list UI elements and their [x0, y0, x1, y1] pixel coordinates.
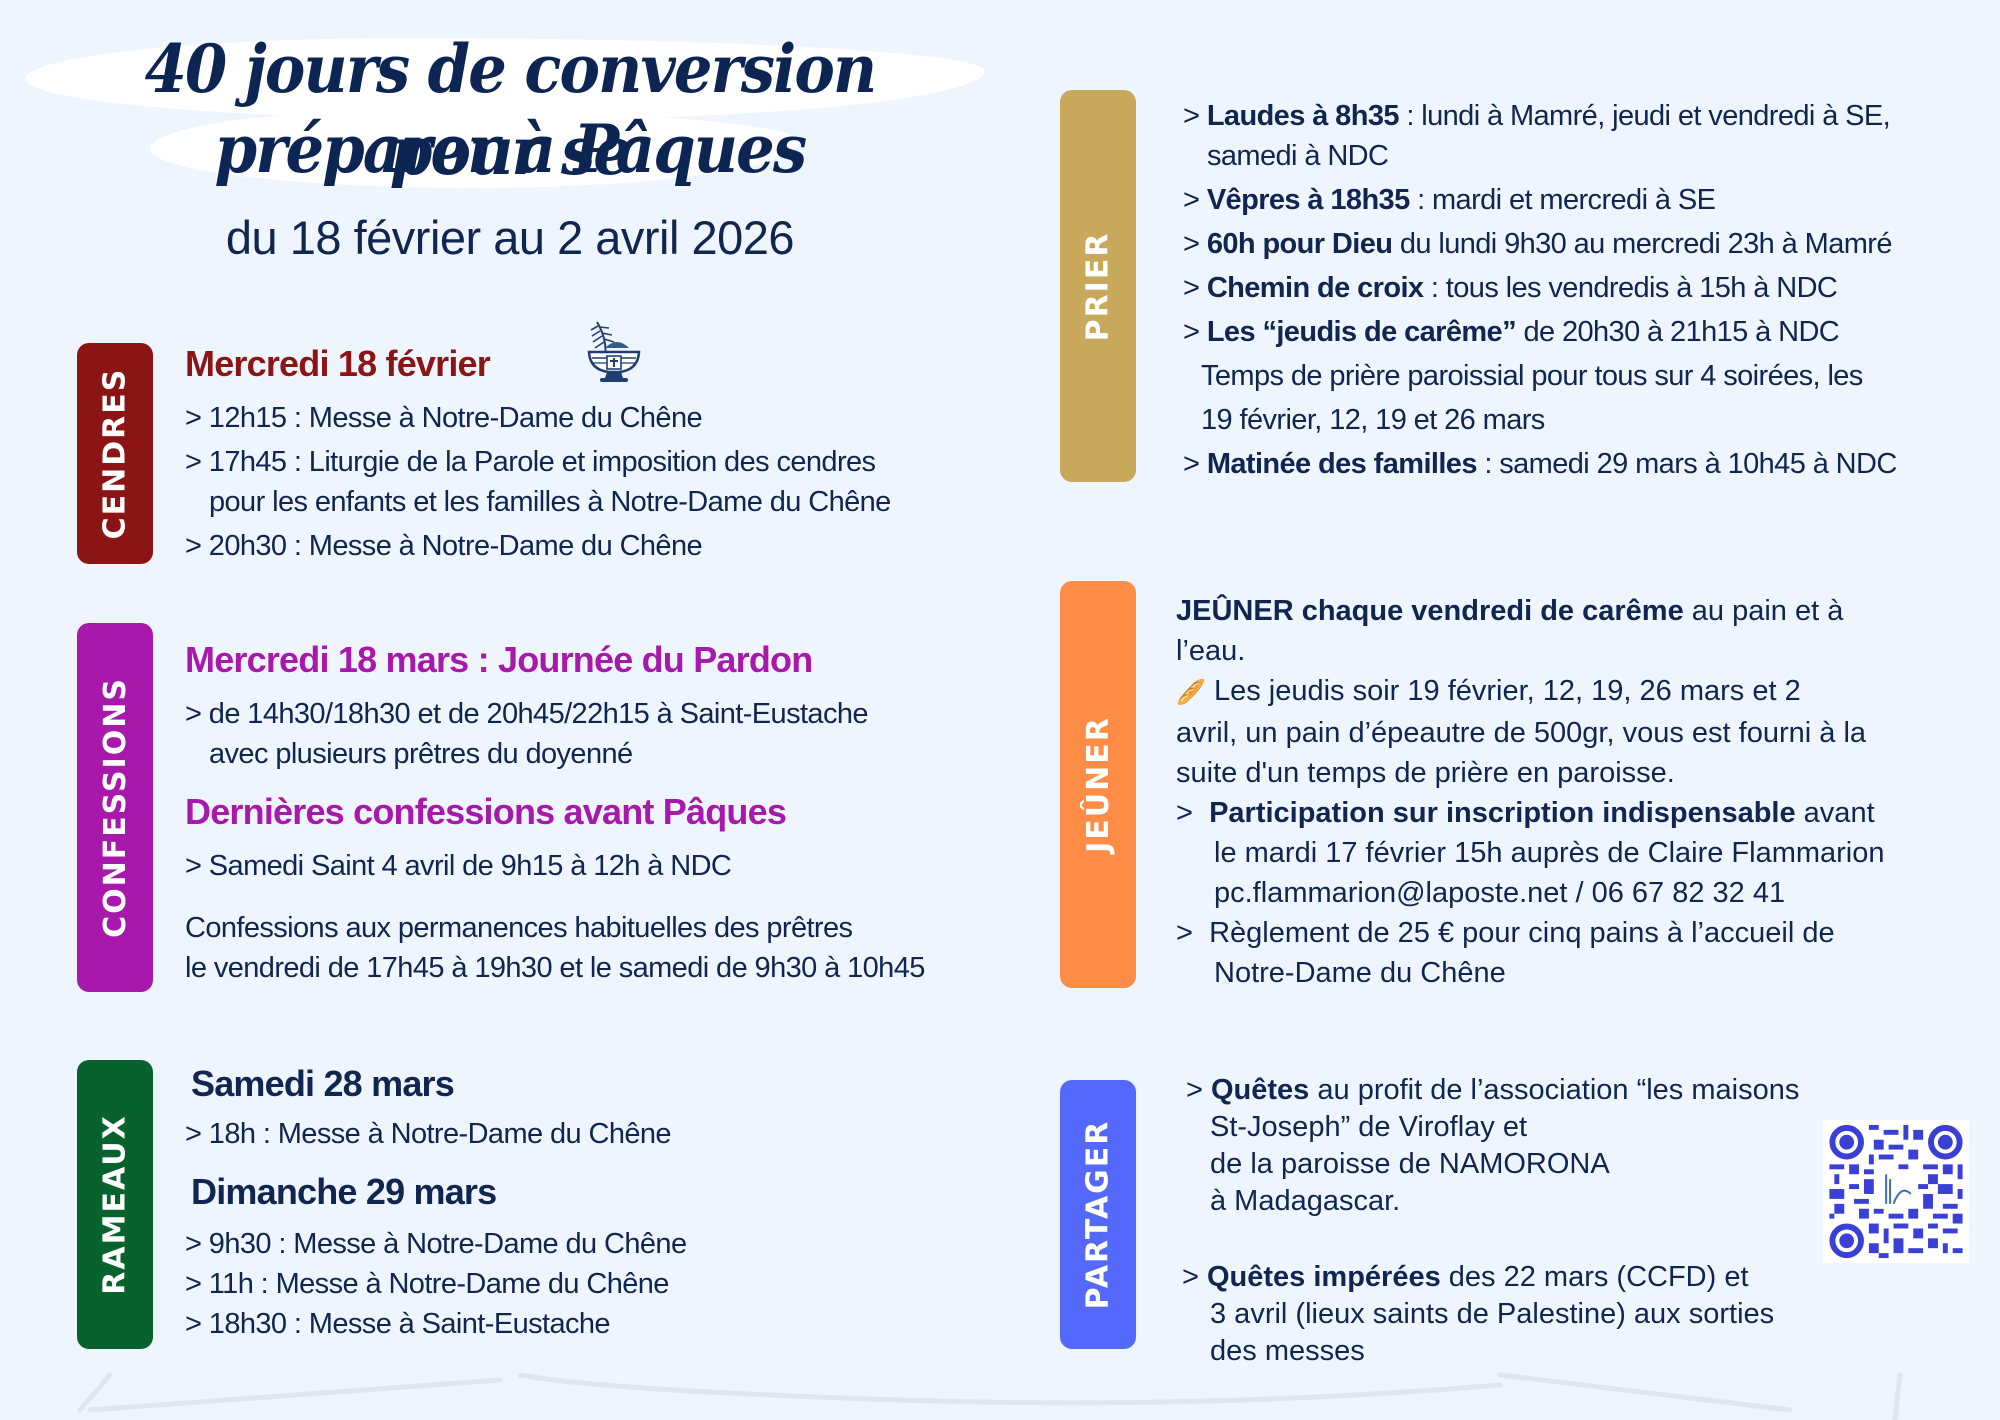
tab-rameaux-label: RAMEAUX: [97, 1114, 133, 1295]
prier-item-vepres: > Vêpres à 18h35 : mardi et mercredi à S…: [1183, 184, 1716, 216]
bread-icon: 🥖: [1176, 679, 1206, 706]
confessions-line: Confessions aux permanences habituelles …: [185, 912, 853, 944]
tab-cendres: CENDRES: [77, 343, 153, 564]
confessions-line: > Samedi Saint 4 avril de 9h15 à 12h à N…: [185, 850, 732, 882]
prier-item-continuation: samedi à NDC: [1207, 140, 1389, 172]
partager-item-quetes: > Quêtes au profit de l’association “les…: [1186, 1074, 1800, 1106]
jeuner-item-continuation: le mardi 17 février 15h auprès de Claire…: [1214, 837, 1885, 869]
prier-item-title: Les “jeudis de carême”: [1206, 316, 1517, 348]
rameaux-line: > 9h30 : Messe à Notre-Dame du Chêne: [185, 1228, 687, 1260]
tab-confessions: CONFESSIONS: [77, 623, 153, 992]
tab-jeuner-label: JEÛNER: [1080, 716, 1116, 853]
jeuner-intro-continuation: l’eau.: [1176, 635, 1246, 667]
title-brush-stroke: [150, 110, 800, 188]
section-rameaux: Samedi 28 mars > 18h : Messe à Notre-Dam…: [185, 1060, 687, 1344]
prier-item-jeudis: > Les “jeudis de carême” de 20h30 à 21h1…: [1183, 316, 1840, 348]
page-subtitle: du 18 février au 2 avril 2026: [225, 211, 795, 264]
jeuner-contact[interactable]: pc.flammarion@laposte.net / 06 67 82 32 …: [1214, 877, 1786, 909]
decorative-brush-lines: [77, 1372, 1903, 1420]
prier-item-60h: > 60h pour Dieu du lundi 9h30 au mercred…: [1183, 228, 1892, 260]
prier-item-laudes: > Laudes à 8h35 : lundi à Mamré, jeudi e…: [1183, 100, 1891, 132]
partager-item-quetes-imperees: > Quêtes impérées des 22 mars (CCFD) et: [1182, 1261, 1749, 1293]
partager-item-continuation: de la paroisse de NAMORONA: [1210, 1148, 1610, 1180]
confessions-line: > de 14h30/18h30 et de 20h45/22h15 à Sai…: [185, 698, 869, 730]
rameaux-heading-samedi: Samedi 28 mars: [191, 1063, 455, 1104]
prier-item-title: Chemin de croix: [1206, 272, 1424, 304]
partager-item-continuation: à Madagascar.: [1210, 1185, 1401, 1217]
cendres-heading: Mercredi 18 février: [185, 343, 491, 384]
prier-item-title: Laudes à 8h35: [1206, 100, 1400, 132]
ash-bowl-icon: [587, 321, 641, 382]
partager-item-continuation: des messes: [1210, 1335, 1365, 1367]
prier-item-continuation: Temps de prière paroissial pour tous sur…: [1201, 360, 1863, 392]
section-cendres: Mercredi 18 février > 12h15 : Messe à No…: [185, 340, 891, 566]
tab-rameaux: RAMEAUX: [77, 1060, 153, 1349]
prier-item-title: 60h pour Dieu: [1206, 228, 1393, 260]
prier-item-chemin-de-croix: > Chemin de croix : tous les vendredis à…: [1183, 272, 1838, 304]
cendres-line: > 20h30 : Messe à Notre-Dame du Chêne: [185, 530, 703, 562]
partager-item-continuation: 3 avril (lieux saints de Palestine) aux …: [1210, 1298, 1775, 1330]
jeuner-paragraph: avril, un pain d’épeautre de 500gr, vous…: [1176, 717, 1867, 749]
rameaux-heading-dimanche: Dimanche 29 mars: [191, 1171, 497, 1212]
rameaux-line: > 18h : Messe à Notre-Dame du Chêne: [185, 1118, 672, 1150]
tab-partager: PARTAGER: [1060, 1080, 1136, 1349]
partager-item-continuation: St-Joseph” de Viroflay et: [1210, 1111, 1528, 1143]
prier-item-matinee: > Matinée des familles : samedi 29 mars …: [1183, 448, 1897, 480]
jeuner-item-reglement: > Règlement de 25 € pour cinq pains à l’…: [1176, 917, 1835, 949]
prier-item-title: Matinée des familles: [1206, 448, 1478, 480]
tab-prier: PRIER: [1060, 90, 1136, 482]
confessions-heading-pardon: Mercredi 18 mars : Journée du Pardon: [185, 639, 813, 680]
jeuner-paragraph: suite d'un temps de prière en paroisse.: [1176, 757, 1675, 789]
cendres-line: > 12h15 : Messe à Notre-Dame du Chêne: [185, 402, 703, 434]
tab-partager-label: PARTAGER: [1080, 1119, 1116, 1310]
rameaux-line: > 18h30 : Messe à Saint-Eustache: [185, 1308, 611, 1340]
prier-item-continuation: 19 février, 12, 19 et 26 mars: [1201, 404, 1545, 436]
section-prier: > Laudes à 8h35 : lundi à Mamré, jeudi e…: [1183, 96, 1897, 484]
cendres-line: pour les enfants et les familles à Notre…: [209, 486, 891, 518]
jeuner-item-inscription: > Participation sur inscription indispen…: [1176, 797, 1875, 829]
cendres-line: > 17h45 : Liturgie de la Parole et impos…: [185, 446, 876, 478]
jeuner-item-continuation: Notre-Dame du Chêne: [1214, 957, 1506, 989]
tab-jeuner: JEÛNER: [1060, 581, 1136, 988]
confessions-line: avec plusieurs prêtres du doyenné: [209, 738, 633, 770]
jeuner-intro: JEÛNER chaque vendredi de carême au pain…: [1176, 595, 1844, 627]
qr-code-icon[interactable]: [1823, 1120, 1969, 1263]
page-title-line2: préparer à Pâques: [214, 110, 807, 188]
confessions-line: le vendredi de 17h45 à 19h30 et le samed…: [185, 952, 925, 984]
tab-cendres-label: CENDRES: [97, 367, 133, 540]
tab-prier-label: PRIER: [1080, 231, 1116, 341]
rameaux-line: > 11h : Messe à Notre-Dame du Chêne: [185, 1268, 669, 1300]
confessions-heading-last: Dernières confessions avant Pâques: [185, 791, 787, 832]
tab-confessions-label: CONFESSIONS: [97, 677, 133, 938]
section-partager: > Quêtes au profit de l’association “les…: [1182, 1071, 1800, 1370]
jeuner-paragraph: 🥖 Les jeudis soir 19 février, 12, 19, 26…: [1176, 675, 1801, 707]
title-brush-stroke: [25, 38, 985, 120]
page-title-line1: 40 jours de conversion pour se: [144, 30, 878, 190]
section-jeuner: JEÛNER chaque vendredi de carême au pain…: [1176, 591, 1885, 993]
prier-item-title: Vêpres à 18h35: [1206, 184, 1410, 216]
section-confessions: Mercredi 18 mars : Journée du Pardon > d…: [185, 636, 925, 988]
